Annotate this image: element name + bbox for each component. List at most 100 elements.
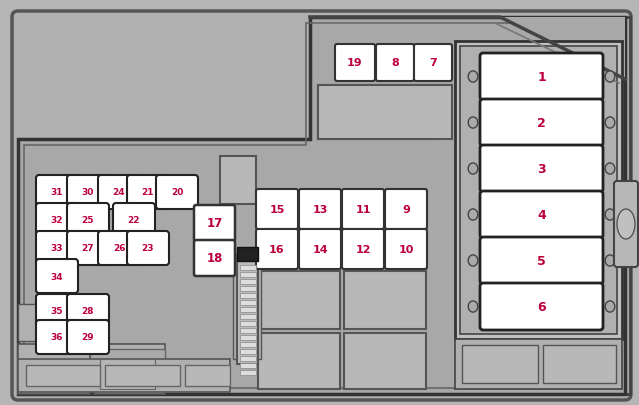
Bar — [240, 272, 256, 277]
Polygon shape — [310, 18, 625, 80]
Bar — [18, 344, 90, 394]
Ellipse shape — [468, 209, 478, 221]
Ellipse shape — [605, 72, 615, 83]
Bar — [140, 177, 156, 190]
Ellipse shape — [605, 164, 615, 175]
Text: 4: 4 — [537, 209, 546, 222]
Bar — [543, 345, 616, 383]
Text: 2: 2 — [537, 117, 546, 130]
Bar — [237, 247, 258, 261]
FancyBboxPatch shape — [480, 54, 603, 101]
Ellipse shape — [468, 301, 478, 312]
Text: 20: 20 — [171, 188, 183, 197]
FancyBboxPatch shape — [256, 190, 298, 230]
Bar — [49, 177, 65, 190]
Text: 32: 32 — [50, 216, 63, 225]
Text: 17: 17 — [206, 217, 222, 230]
Bar — [80, 177, 96, 190]
Bar — [18, 140, 630, 394]
FancyBboxPatch shape — [414, 45, 452, 82]
Bar — [240, 265, 256, 270]
Bar — [318, 86, 452, 140]
Bar — [258, 333, 340, 389]
Bar — [344, 271, 426, 329]
Bar — [185, 365, 230, 386]
Bar — [344, 333, 426, 389]
Text: 27: 27 — [82, 244, 95, 253]
Bar — [233, 261, 238, 359]
Text: 25: 25 — [82, 216, 94, 225]
Text: 24: 24 — [112, 188, 125, 197]
Bar — [258, 271, 340, 329]
Bar — [240, 349, 256, 354]
FancyBboxPatch shape — [12, 12, 631, 400]
FancyBboxPatch shape — [67, 231, 109, 265]
Bar — [18, 359, 230, 392]
FancyBboxPatch shape — [194, 241, 235, 276]
FancyBboxPatch shape — [67, 203, 109, 237]
Bar — [310, 18, 630, 394]
FancyBboxPatch shape — [376, 45, 414, 82]
Text: 10: 10 — [398, 244, 413, 254]
Text: 33: 33 — [50, 244, 63, 253]
Ellipse shape — [468, 164, 478, 175]
Bar — [240, 321, 256, 326]
Text: 29: 29 — [82, 333, 95, 342]
Bar — [90, 349, 165, 389]
Bar — [240, 335, 256, 340]
FancyBboxPatch shape — [480, 100, 603, 147]
Bar — [240, 356, 256, 361]
Bar — [460, 47, 617, 334]
FancyBboxPatch shape — [299, 190, 341, 230]
Text: 34: 34 — [50, 272, 63, 281]
Bar — [455, 339, 622, 389]
Bar — [240, 370, 256, 375]
Polygon shape — [18, 18, 625, 394]
Bar — [240, 314, 256, 319]
Ellipse shape — [617, 209, 635, 239]
FancyBboxPatch shape — [36, 175, 78, 209]
FancyBboxPatch shape — [342, 230, 384, 269]
Bar — [94, 344, 165, 394]
FancyBboxPatch shape — [98, 231, 140, 265]
FancyBboxPatch shape — [480, 237, 603, 284]
FancyBboxPatch shape — [36, 203, 78, 237]
FancyBboxPatch shape — [98, 175, 140, 209]
Bar — [240, 300, 256, 305]
Bar — [240, 279, 256, 284]
FancyBboxPatch shape — [480, 284, 603, 330]
Bar — [169, 177, 185, 190]
FancyBboxPatch shape — [127, 175, 169, 209]
FancyBboxPatch shape — [156, 175, 198, 209]
FancyBboxPatch shape — [127, 231, 169, 265]
FancyBboxPatch shape — [194, 205, 235, 241]
FancyBboxPatch shape — [256, 230, 298, 269]
Text: 16: 16 — [269, 244, 285, 254]
Ellipse shape — [605, 117, 615, 129]
Bar — [100, 359, 155, 389]
Text: 22: 22 — [128, 216, 140, 225]
Bar — [111, 177, 127, 190]
FancyBboxPatch shape — [335, 45, 375, 82]
FancyBboxPatch shape — [36, 259, 78, 293]
Bar — [105, 365, 180, 386]
Text: 35: 35 — [50, 307, 63, 316]
Text: 28: 28 — [82, 307, 94, 316]
Text: 9: 9 — [402, 205, 410, 215]
Bar — [240, 328, 256, 333]
Text: 13: 13 — [312, 205, 328, 215]
FancyBboxPatch shape — [342, 190, 384, 230]
Text: 18: 18 — [206, 252, 222, 265]
Bar — [18, 304, 55, 341]
Ellipse shape — [468, 117, 478, 129]
Bar — [58, 359, 95, 392]
Bar — [220, 157, 256, 205]
Text: 8: 8 — [391, 58, 399, 68]
Text: 15: 15 — [269, 205, 285, 215]
Bar — [455, 42, 622, 339]
Text: 5: 5 — [537, 254, 546, 267]
Bar — [318, 86, 432, 140]
Bar — [256, 261, 261, 359]
Text: 3: 3 — [537, 162, 546, 175]
Text: 1: 1 — [537, 71, 546, 84]
